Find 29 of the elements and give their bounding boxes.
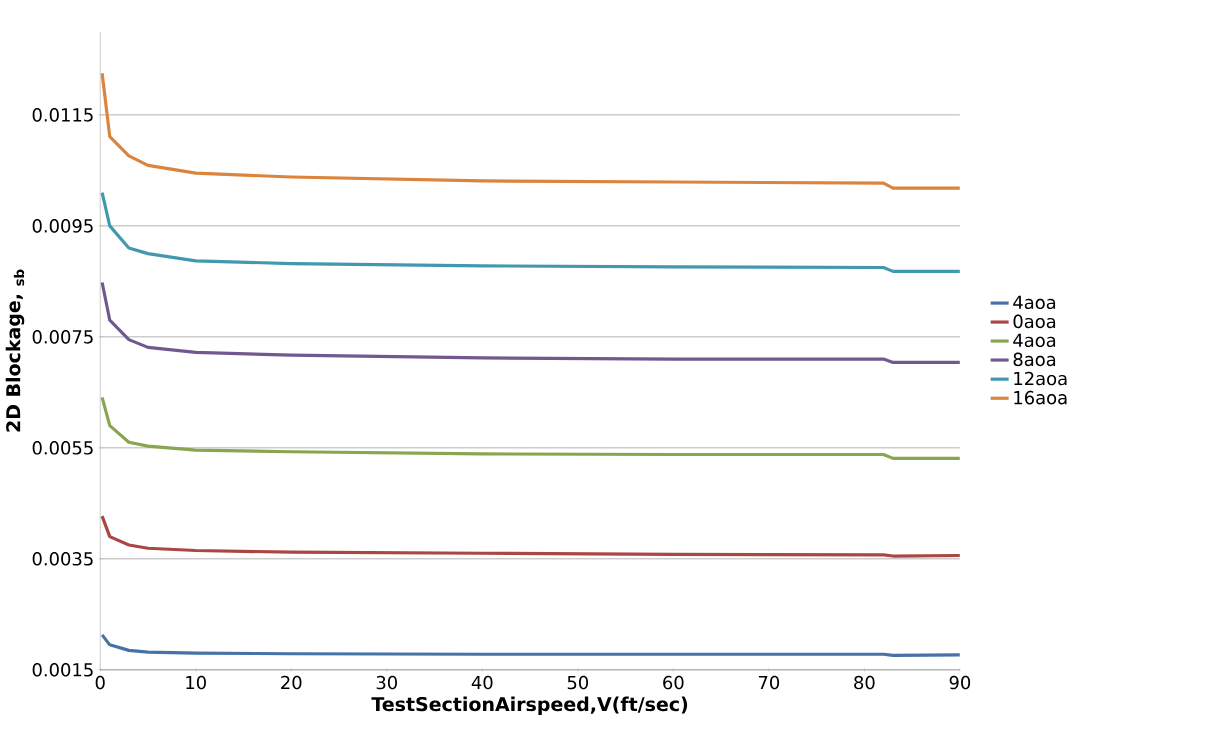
legend-label: 16aoa [1014, 390, 1067, 405]
line-series [100, 191, 960, 273]
x-tick-label: 40 [471, 675, 493, 690]
x-tick-label: 60 [663, 675, 684, 690]
y-tick-label: 0.0095 [32, 219, 93, 233]
x-tick-label: 10 [186, 675, 206, 690]
x-tick-label: 70 [758, 675, 780, 690]
x-tick-label: 50 [567, 675, 589, 690]
x-tick-label: 30 [376, 675, 397, 690]
line-series [100, 514, 960, 558]
legend-label: 8aoa [1013, 352, 1056, 367]
y-tick-label: 0.0035 [32, 552, 93, 566]
y-tick-label: 0.0015 [32, 663, 93, 677]
line-series [100, 280, 960, 364]
x-tick-label: 90 [949, 675, 971, 690]
y-tick-label: 0.0115 [32, 108, 93, 122]
x-tick-label: 80 [854, 675, 875, 690]
x-axis-title: TestSectionAirspeed,V(ft/sec) [371, 696, 688, 716]
x-tick-label: 20 [281, 675, 302, 690]
legend-label: 4aoa [1013, 333, 1056, 348]
y-tick-label: 0.0075 [32, 330, 93, 344]
x-tick-label: 0 [95, 675, 105, 690]
legend-label: 4aoa [1013, 295, 1056, 310]
line-series [100, 71, 960, 190]
legend-label: 12aoa [1014, 371, 1067, 386]
y-axis-title: 2D Blockage, $_{sb}$ [5, 269, 25, 432]
y-tick-label: 0.0055 [32, 441, 93, 455]
line-series [100, 395, 960, 460]
legend-label: 0aoa [1013, 314, 1056, 329]
